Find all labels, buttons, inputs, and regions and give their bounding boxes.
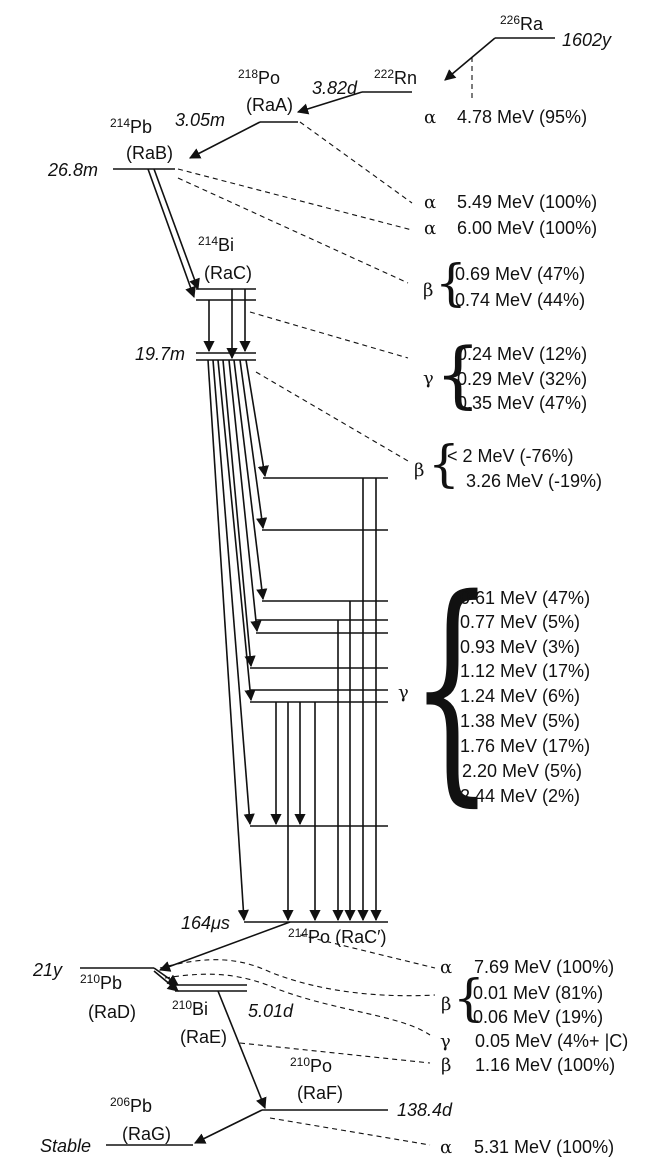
brace-pb214-gamma: { [435,332,481,416]
brace-pb214-beta: { [435,254,467,312]
transition-pb214-beta-1 [147,168,196,299]
alias-bi214: (RaC) [204,263,252,283]
halflife-pb210: 21y [33,960,63,980]
halflife-pb206: Stable [40,1136,92,1156]
energy-pb210-beta-1: 0.01 MeV (81%) [473,983,604,1003]
energy-bi214-gamma-7: 1.76 MeV (17%) [460,736,591,756]
brace-pb210-beta: { [453,969,485,1027]
energy-po214-alpha: 7.69 MeV (100%) [474,957,615,977]
energy-bi214-beta-1: < 2 MeV (-76%) [447,446,574,466]
energy-bi214-gamma-6: 1.38 MeV (5%) [460,711,581,731]
beta-symbol: β [441,994,452,1015]
gamma-symbol: γ [440,1031,451,1052]
alpha-symbol: α [424,218,437,239]
energy-bi214-gamma-2: 0.77 MeV (5%) [460,612,581,632]
transition-po210-alpha [193,1109,263,1144]
energy-bi214-gamma-1: 0.61 MeV (47%) [460,588,591,608]
alias-bi210: (RaE) [180,1027,228,1047]
leader-pb210-gamma [164,973,431,1036]
alias-pb206: (RaG) [122,1124,171,1144]
halflife-po210: 138.4d [397,1100,453,1120]
label-pb206: 206Pb [110,1095,153,1116]
halflife-bi214: 19.7m [135,344,186,364]
alpha-symbol: α [440,957,453,978]
label-po210: 210Po [290,1055,333,1076]
leader-po210-alpha [269,1117,431,1146]
leader-pb210-beta [159,959,436,997]
leader-bi214-beta [255,371,409,462]
transition-pb214-beta-2 [153,168,200,291]
halflife-po214: 164μs [181,913,230,933]
label-bi210: 210Bi [172,998,209,1019]
energy-pb210-beta-2: 0.06 MeV (19%) [473,1007,604,1027]
alias-pb214: (RaB) [126,143,174,163]
transition-bi214-beta-3 [233,359,268,601]
energy-po210-alpha: 5.31 MeV (100%) [474,1137,615,1157]
label-rn222: 222Rn [374,67,418,88]
alpha-symbol: α [424,107,437,128]
label-pb210: 210Pb [80,972,123,993]
transition-bi214-beta-7 [212,359,255,826]
leader-rn222-alpha [299,121,413,204]
label-bi214: 214Bi [198,234,235,255]
energy-pb214-beta-2: 0.74 MeV (44%) [455,290,586,310]
energy-rn222-alpha: 5.49 MeV (100%) [457,192,598,212]
leader-pb214-beta [177,177,409,284]
energy-pb210-gamma: 0.05 MeV (4%+ |C) [475,1031,629,1051]
beta-symbol: β [423,280,434,301]
gamma-symbol: γ [423,368,434,389]
transition-bi214-beta-5 [222,359,256,668]
transition-bi214-beta-6 [217,359,256,702]
energy-bi214-gamma-8: 2.20 MeV (5%) [462,761,583,781]
alias-po210: (RaF) [297,1083,343,1103]
transition-bi214-beta-1 [245,359,269,478]
alpha-symbol: α [440,1137,453,1158]
leader-bi210-beta [239,1042,431,1064]
energy-po218-alpha: 6.00 MeV (100%) [457,218,598,238]
transition-rn222-alpha [296,91,363,115]
halflife-rn222: 3.82d [312,78,358,98]
alias-pb210: (RaD) [88,1002,136,1022]
energy-bi214-gamma-4: 1.12 MeV (17%) [460,661,591,681]
energy-bi214-gamma-5: 1.24 MeV (6%) [460,686,581,706]
alias-po218: (RaA) [246,95,294,115]
halflife-bi210: 5.01d [248,1001,294,1021]
transition-bi214-beta-4 [228,359,262,633]
gamma-symbol: γ [398,682,409,703]
energy-bi214-gamma-9: 2.44 MeV (2%) [460,786,581,806]
energy-pb214-gamma-3: 0.35 MeV (47%) [457,393,588,413]
transition-pb210-beta-2 [153,970,179,992]
energy-pb214-gamma-1: 0.24 MeV (12%) [457,344,588,364]
energy-bi214-gamma-3: 0.93 MeV (3%) [460,637,581,657]
halflife-ra226: 1602y [562,30,612,50]
label-po218: 218Po [238,67,281,88]
energy-bi210-beta: 1.16 MeV (100%) [475,1055,616,1075]
halflife-pb214: 26.8m [48,160,99,180]
label-po214: 214Po (RaC′) [288,926,387,947]
transition-bi210-beta [217,990,267,1110]
transition-ra226-alpha [444,37,496,81]
brace-bi214-beta: { [428,435,460,493]
transition-po214-alpha [158,921,291,972]
beta-symbol: β [414,460,425,481]
energy-ra226-alpha: 4.78 MeV (95%) [457,107,588,127]
energy-pb214-beta-1: 0.69 MeV (47%) [455,264,586,284]
transition-bi214-beta-2 [239,359,268,530]
halflife-po218: 3.05m [175,110,226,130]
energy-bi214-beta-2: 3.26 MeV (-19%) [466,471,603,491]
transition-po218-alpha [189,121,261,159]
transition-bi214-beta-8 [207,359,249,922]
label-pb214: 214Pb [110,116,153,137]
brace-bi214-gamma: { [410,547,494,827]
leader-po218-alpha [177,168,413,231]
label-ra226: 226Ra [500,13,544,34]
leader-pb214-gamma [249,311,409,359]
energy-pb214-gamma-2: 0.29 MeV (32%) [457,369,588,389]
alpha-symbol: α [424,192,437,213]
beta-symbol: β [441,1055,452,1076]
